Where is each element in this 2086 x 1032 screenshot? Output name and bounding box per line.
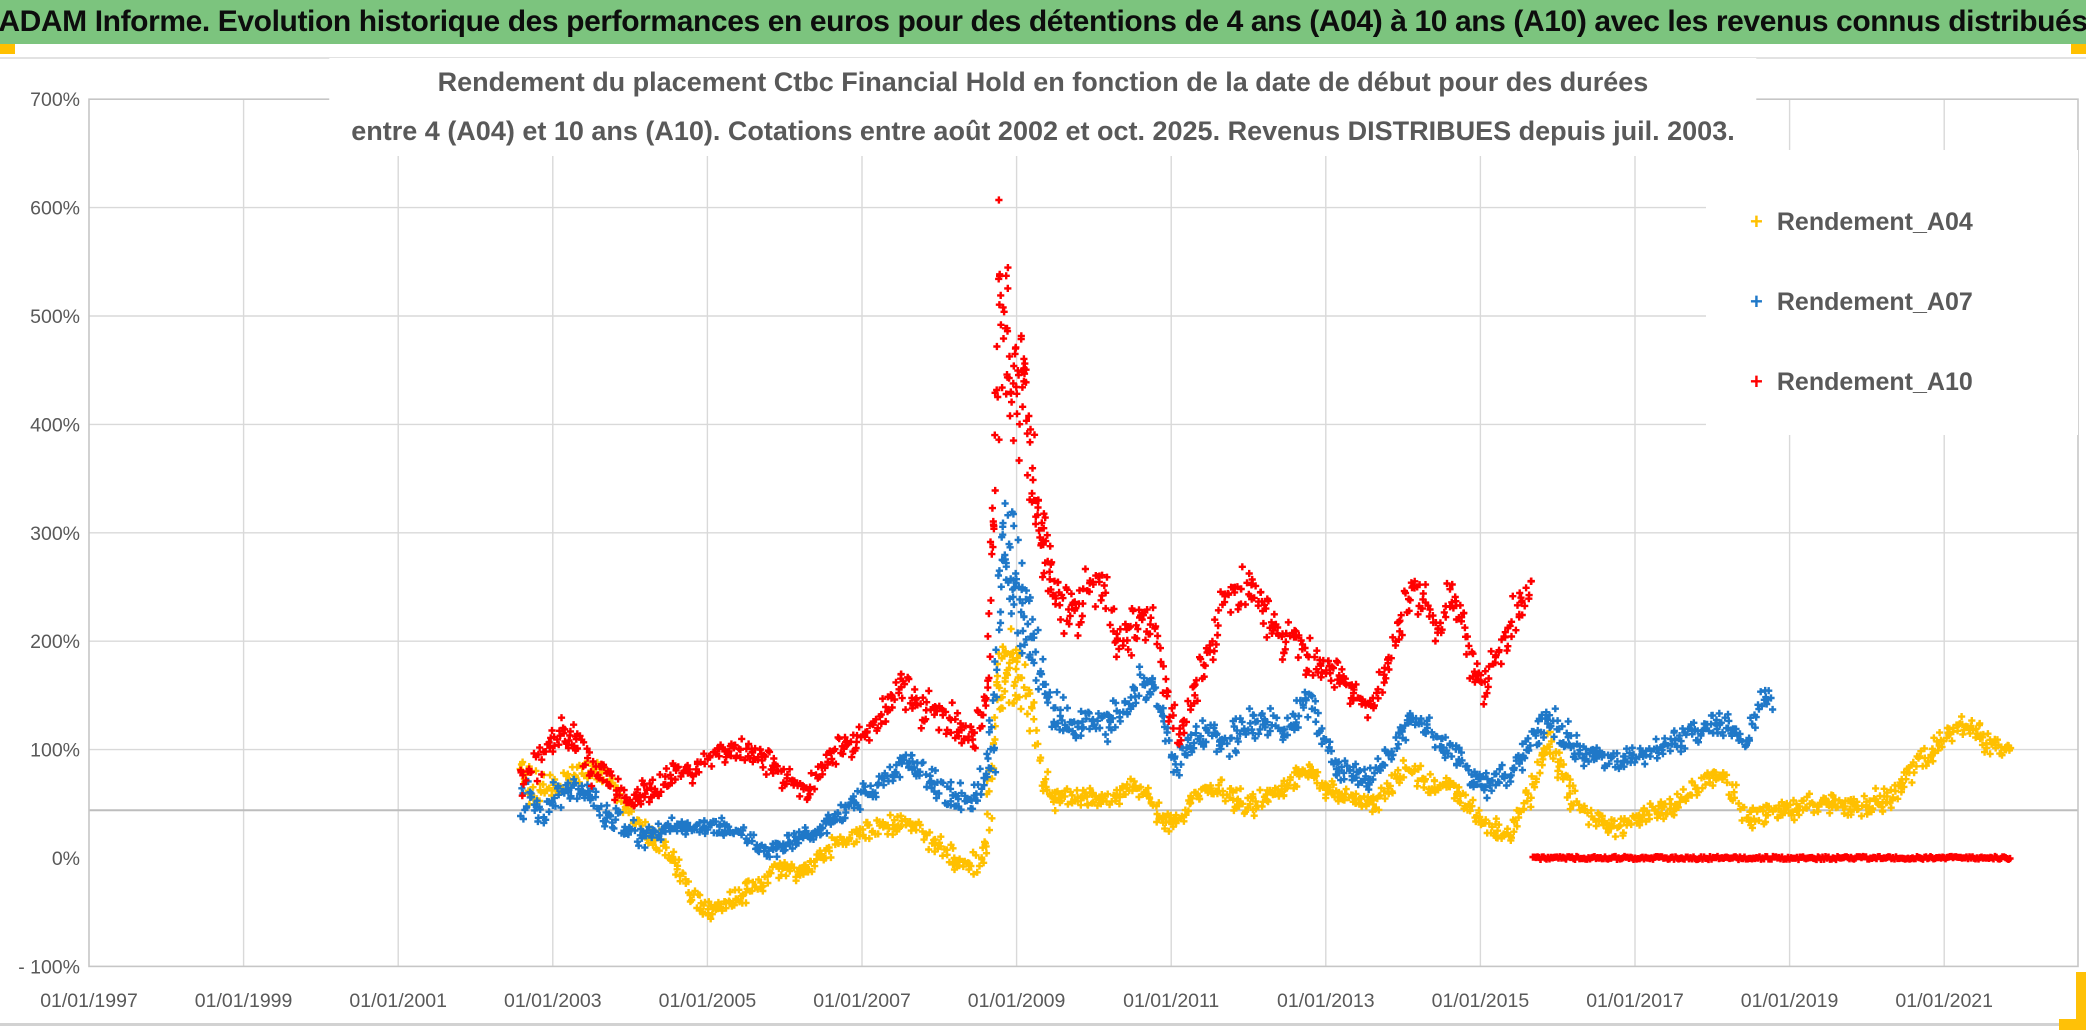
y-tick-label: 100%	[30, 740, 80, 762]
x-tick-label: 01/01/2001	[349, 990, 447, 1012]
x-tick-label: 01/01/1999	[195, 990, 293, 1012]
legend-item-a07[interactable]: + Rendement_A07	[1750, 284, 1973, 320]
legend-item-a10[interactable]: + Rendement_A10	[1750, 364, 1973, 400]
resize-handle-icon[interactable]	[2076, 972, 2086, 1030]
y-tick-label: - 100%	[18, 956, 80, 978]
x-tick-label: 01/01/2019	[1741, 990, 1839, 1012]
chart-title-line1: Rendement du placement Ctbc Financial Ho…	[437, 67, 1649, 97]
gold-corner-mark-right	[2071, 44, 2086, 54]
x-tick-label: 01/01/2013	[1277, 990, 1375, 1012]
y-tick-label: 400%	[30, 414, 80, 436]
y-tick-label: 200%	[30, 631, 80, 653]
plus-marker-icon: +	[1750, 289, 1763, 314]
x-tick-label: 01/01/1997	[40, 990, 138, 1012]
y-tick-label: 700%	[30, 89, 80, 111]
x-tick-label: 01/01/2007	[813, 990, 911, 1012]
legend: + Rendement_A04 + Rendement_A07 + Rendem…	[1706, 150, 2078, 435]
legend-item-a04[interactable]: + Rendement_A04	[1750, 204, 1973, 240]
plus-marker-icon: +	[1750, 209, 1763, 234]
x-tick-label: 01/01/2017	[1586, 990, 1684, 1012]
y-tick-label: 500%	[30, 306, 80, 328]
y-tick-label: 0%	[52, 848, 80, 870]
page-title: ADAM Informe. Evolution historique des p…	[0, 5, 2086, 38]
x-tick-label: 01/01/2021	[1895, 990, 1993, 1012]
y-tick-label: 300%	[30, 523, 80, 545]
legend-label-a07: Rendement_A07	[1776, 287, 1973, 316]
chart-title-line2: entre 4 (A04) et 10 ans (A10). Cotations…	[351, 116, 1735, 146]
y-tick-label: 600%	[30, 198, 80, 220]
series-rendement-a10-zero-padding	[1529, 852, 2014, 864]
series-rendement-a10	[517, 196, 1535, 810]
x-tick-label: 01/01/2015	[1432, 990, 1530, 1012]
header-bar: ADAM Informe. Evolution historique des p…	[0, 0, 2086, 44]
series-rendement-a07	[517, 499, 1777, 861]
gold-corner-mark-left	[0, 44, 15, 54]
x-tick-label: 01/01/2003	[504, 990, 602, 1012]
chart-title: Rendement du placement Ctbc Financial Ho…	[329, 58, 1757, 156]
plus-marker-icon: +	[1750, 369, 1763, 394]
x-tick-label: 01/01/2011	[1123, 990, 1219, 1012]
resize-handle-icon[interactable]	[2059, 1019, 2086, 1030]
x-tick-label: 01/01/2009	[968, 990, 1066, 1012]
chart-frame-bottom-line	[0, 1023, 2086, 1026]
legend-label-a10: Rendement_A10	[1776, 367, 1973, 396]
legend-label-a04: Rendement_A04	[1776, 207, 1973, 236]
x-tick-label: 01/01/2005	[659, 990, 757, 1012]
